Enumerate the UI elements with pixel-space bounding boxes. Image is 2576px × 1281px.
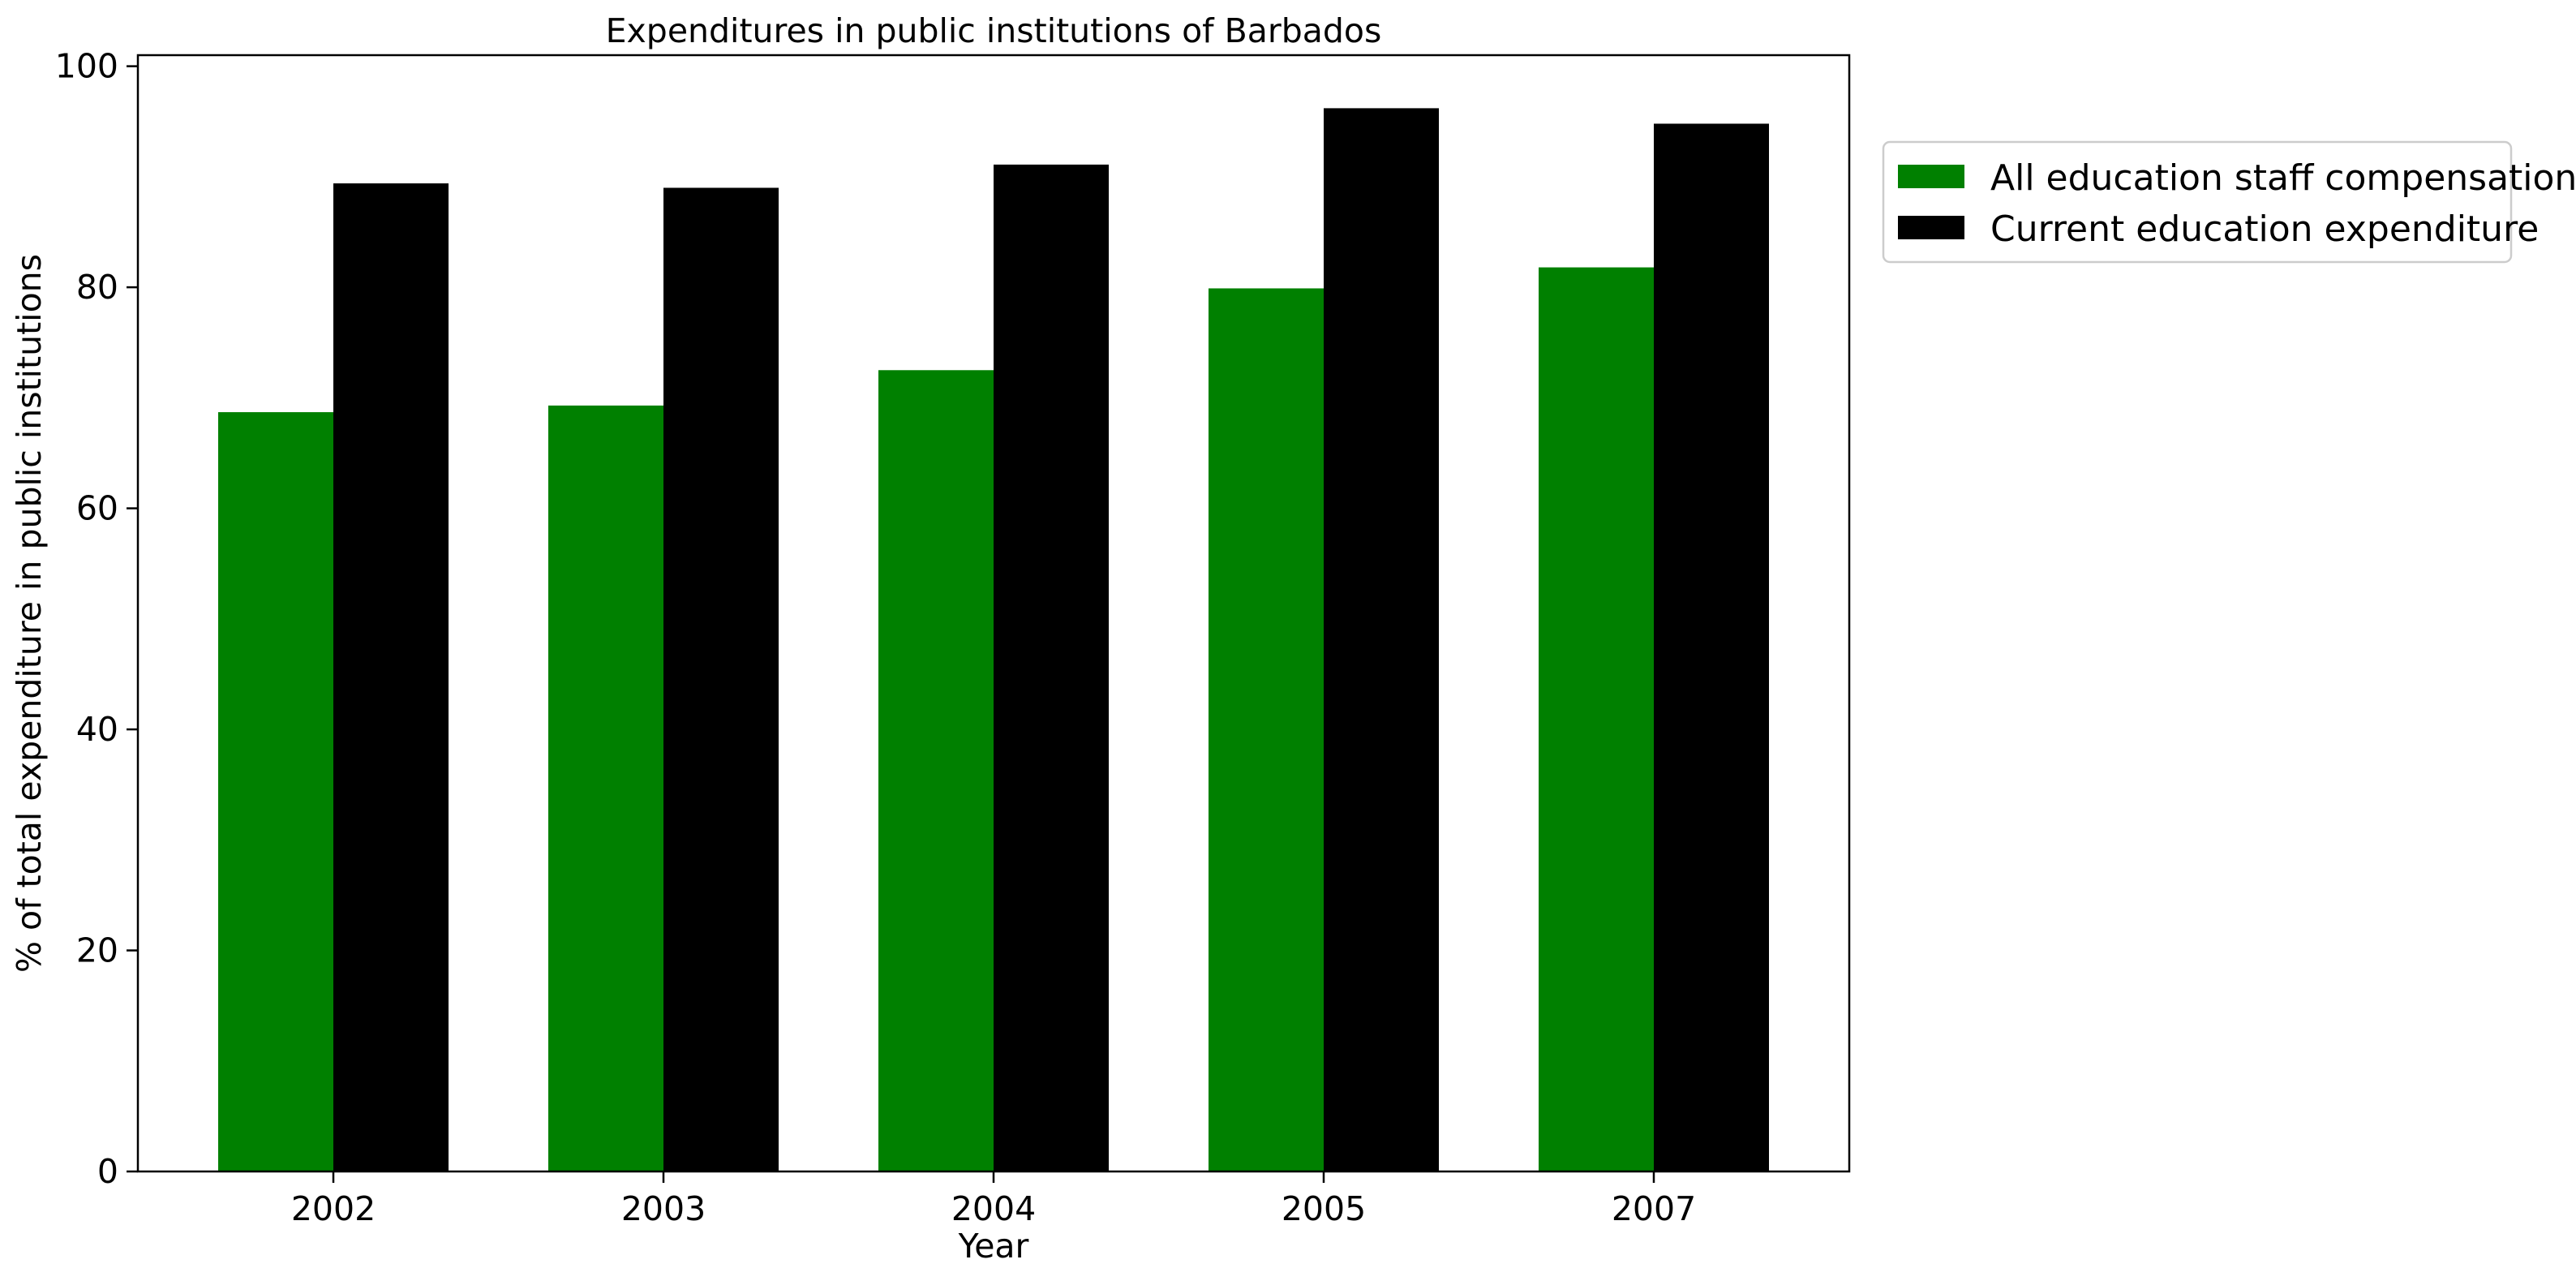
bar-current-expenditure-2005 [1324, 108, 1439, 1172]
bar-staff-compensation-2004 [878, 370, 994, 1171]
y-tick-label: 0 [97, 1152, 118, 1191]
bar-current-expenditure-2002 [333, 183, 449, 1171]
legend-swatch-current-expenditure [1898, 216, 1964, 239]
bar-staff-compensation-2002 [218, 412, 333, 1172]
ticks-layer: 2002 2003 2004 2005 2007 0 20 40 60 80 100 [55, 47, 1696, 1228]
y-tick-label: 100 [55, 47, 118, 86]
bar-current-expenditure-2003 [663, 187, 779, 1172]
y-tick-label: 80 [76, 268, 118, 307]
legend-swatch-staff-compensation [1898, 165, 1964, 188]
x-tick-label: 2004 [951, 1189, 1036, 1228]
bars-layer [218, 108, 1769, 1172]
bar-staff-compensation-2005 [1209, 288, 1324, 1171]
y-tick-label: 20 [76, 931, 118, 970]
x-tick-label: 2007 [1612, 1189, 1696, 1228]
bar-current-expenditure-2004 [994, 164, 1109, 1171]
y-tick-label: 60 [76, 489, 118, 528]
legend-label-current-expenditure: Current education expenditure [1990, 208, 2539, 250]
x-tick-label: 2003 [621, 1189, 706, 1228]
x-tick-label: 2005 [1282, 1189, 1366, 1228]
x-axis-label: Year [958, 1227, 1029, 1266]
y-tick-label: 40 [76, 710, 118, 749]
legend-label-staff-compensation: All education staff compensation [1990, 157, 2576, 199]
plot-frame [136, 54, 1851, 1173]
bar-staff-compensation-2007 [1539, 267, 1654, 1172]
chart-title: Expenditures in public institutions of B… [606, 11, 1382, 50]
y-axis-label: % of total expenditure in public institu… [10, 254, 49, 973]
bar-current-expenditure-2007 [1654, 123, 1769, 1172]
bar-staff-compensation-2003 [548, 405, 663, 1171]
legend: All education staff compensation Current… [1882, 140, 2576, 264]
legend-box [1882, 140, 2513, 264]
x-tick-label: 2002 [291, 1189, 376, 1228]
